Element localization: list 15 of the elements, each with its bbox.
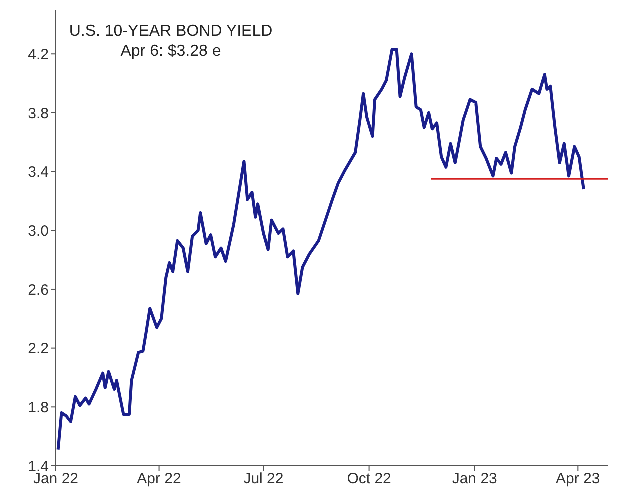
y-tick-label: 2.6 bbox=[28, 282, 49, 299]
text: U.S. 10-YEAR BOND YIELD bbox=[68, 22, 274, 42]
y-tick-label: 3.0 bbox=[28, 222, 49, 240]
y-tick-label: 4.2 bbox=[28, 46, 49, 64]
text: Apr 6: $3.28 e bbox=[120, 42, 222, 62]
y-tick-label: 3.8 bbox=[28, 105, 49, 122]
x-tick-label: Jan 23 bbox=[452, 470, 498, 488]
x-tick-label: Jan 22 bbox=[33, 470, 79, 488]
x-tick-label: Apr 22 bbox=[137, 470, 182, 488]
x-tick-label: Oct 22 bbox=[347, 470, 392, 488]
x-tick-label: Apr 23 bbox=[556, 470, 600, 488]
y-tick-label: 2.2 bbox=[28, 340, 49, 358]
y-tick-label: 1.8 bbox=[28, 399, 49, 416]
y-tick-label: 3.4 bbox=[28, 164, 49, 182]
x-tick-label: Jul 22 bbox=[244, 470, 284, 488]
